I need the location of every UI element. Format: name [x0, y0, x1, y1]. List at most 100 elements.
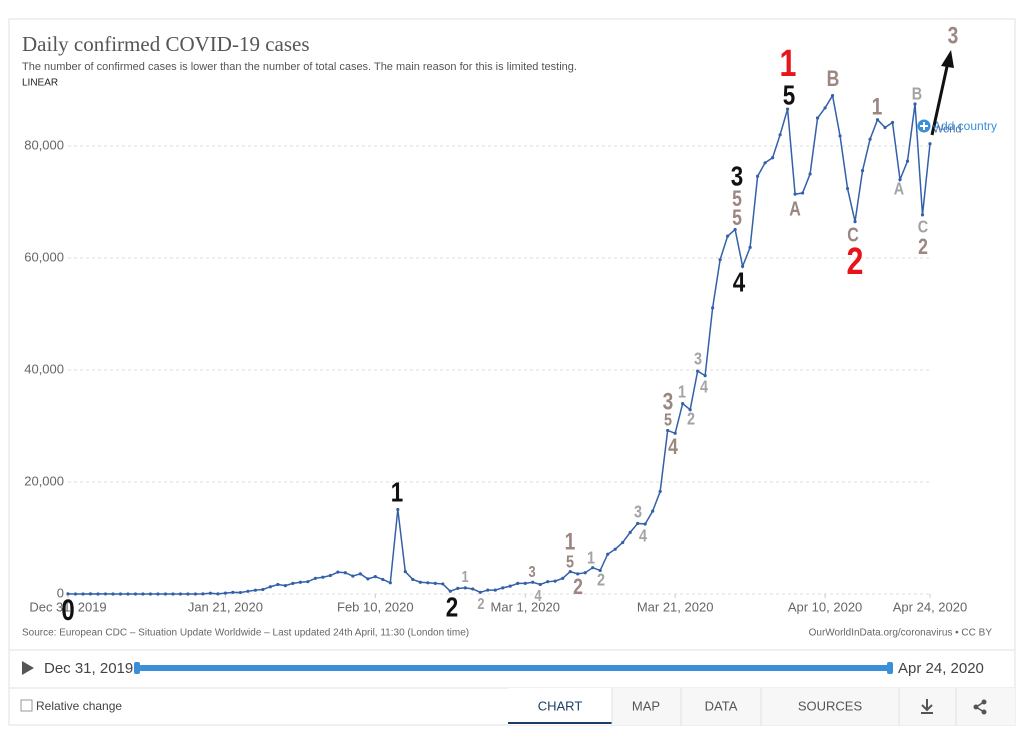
wave-label: B [912, 84, 923, 104]
data-point [351, 574, 355, 578]
x-tick-label: Apr 10, 2020 [788, 599, 862, 614]
data-point [193, 592, 198, 596]
wave-label: 4 [668, 435, 678, 459]
scale-toggle[interactable]: LINEAR [22, 78, 58, 89]
data-point [141, 592, 145, 596]
wave-label: C [847, 224, 859, 246]
data-point [696, 369, 700, 373]
data-point [433, 581, 437, 585]
data-point [523, 581, 527, 585]
timeline-handle[interactable] [887, 662, 893, 674]
data-point [291, 581, 295, 585]
data-point [920, 213, 925, 217]
data-point [651, 509, 655, 513]
data-point [208, 591, 213, 595]
data-point [88, 592, 93, 596]
wave-label: 2 [446, 592, 458, 623]
wave-label: 2 [847, 241, 864, 283]
y-tick-label: 0 [57, 585, 64, 600]
data-point [178, 592, 183, 596]
wave-label: 4 [534, 588, 541, 606]
data-point [538, 582, 542, 587]
data-point [583, 571, 587, 575]
wave-label: 2 [918, 235, 928, 259]
data-point [246, 589, 250, 593]
timeline-handle[interactable] [134, 662, 140, 674]
wave-label: 1 [587, 548, 595, 568]
data-point [328, 573, 332, 578]
data-point [426, 581, 430, 585]
wave-label: 2 [573, 575, 583, 599]
data-point [156, 592, 160, 596]
data-point [111, 592, 115, 596]
data-point [478, 590, 482, 594]
download-icon[interactable] [921, 699, 933, 714]
data-point [875, 118, 880, 122]
data-point [890, 120, 895, 125]
checkbox[interactable] [20, 699, 33, 712]
data-point [576, 572, 580, 576]
data-point [336, 570, 340, 574]
add-icon-plus [920, 122, 928, 130]
chart-title: Daily confirmed COVID-19 cases [22, 32, 310, 56]
data-point [283, 584, 287, 588]
data-point [568, 570, 572, 574]
series-label: World [933, 124, 962, 136]
data-point [456, 586, 460, 591]
data-point [253, 588, 257, 592]
tab[interactable]: SOURCES [798, 698, 863, 713]
data-point [366, 577, 370, 581]
wave-label: 0 [61, 592, 74, 626]
data-point [793, 192, 797, 196]
tab[interactable]: CHART [538, 698, 583, 713]
data-point [838, 134, 842, 138]
tab[interactable]: MAP [632, 698, 660, 713]
data-point [860, 169, 865, 173]
data-point [913, 102, 917, 106]
play-button[interactable] [22, 661, 34, 675]
data-point [493, 588, 497, 592]
y-tick-label: 40,000 [24, 361, 64, 376]
data-point [216, 592, 220, 596]
data-point [883, 125, 887, 130]
data-point [546, 580, 550, 584]
data-point [853, 220, 857, 224]
data-point [81, 592, 85, 596]
data-point [778, 133, 782, 137]
data-point [66, 592, 70, 596]
add-country-button[interactable]: Add country [917, 119, 998, 133]
wave-label: 5 [664, 410, 672, 430]
y-tick-label: 60,000 [24, 249, 64, 264]
wave-label: 2 [687, 409, 695, 429]
timeline-range[interactable] [138, 665, 890, 671]
tab-bar: CHART MAP DATA SOURCES [508, 688, 1015, 725]
data-point [658, 489, 662, 494]
data-point [673, 431, 677, 435]
data-point [785, 107, 790, 111]
data-point [126, 592, 130, 596]
x-tick-label: Dec 31, 2019 [29, 599, 106, 614]
data-point [553, 579, 557, 583]
data-point [830, 94, 835, 98]
tab[interactable]: DATA [705, 698, 738, 713]
data-point [411, 577, 415, 582]
data-point [321, 575, 325, 579]
data-point [231, 590, 235, 594]
data-point [800, 191, 805, 195]
data-point [276, 582, 280, 587]
data-point [148, 592, 153, 596]
data-point [508, 584, 512, 588]
wave-label: 2 [477, 596, 484, 614]
x-tick-label: Jan 21, 2020 [188, 599, 263, 614]
data-point [643, 522, 647, 526]
wave-label: 4 [700, 377, 708, 397]
data-point [441, 582, 445, 586]
data-point [928, 142, 932, 146]
share-icon[interactable] [973, 699, 987, 715]
arrow-head [941, 50, 954, 68]
source-note: Source: European CDC – Situation Update … [22, 628, 469, 639]
data-point [763, 161, 767, 165]
data-point [756, 174, 760, 178]
wave-label: 1 [872, 92, 883, 120]
